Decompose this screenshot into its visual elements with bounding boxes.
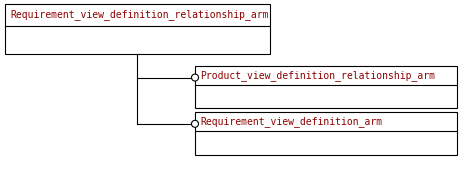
Text: Product_view_definition_relationship_arm: Product_view_definition_relationship_arm [200,70,435,81]
Circle shape [191,120,199,127]
Text: Requirement_view_definition_arm: Requirement_view_definition_arm [200,116,382,127]
Circle shape [191,74,199,81]
Bar [195,66,457,108]
Text: Requirement_view_definition_relationship_arm: Requirement_view_definition_relationship… [10,10,268,20]
Bar [5,4,270,54]
Bar [195,112,457,155]
